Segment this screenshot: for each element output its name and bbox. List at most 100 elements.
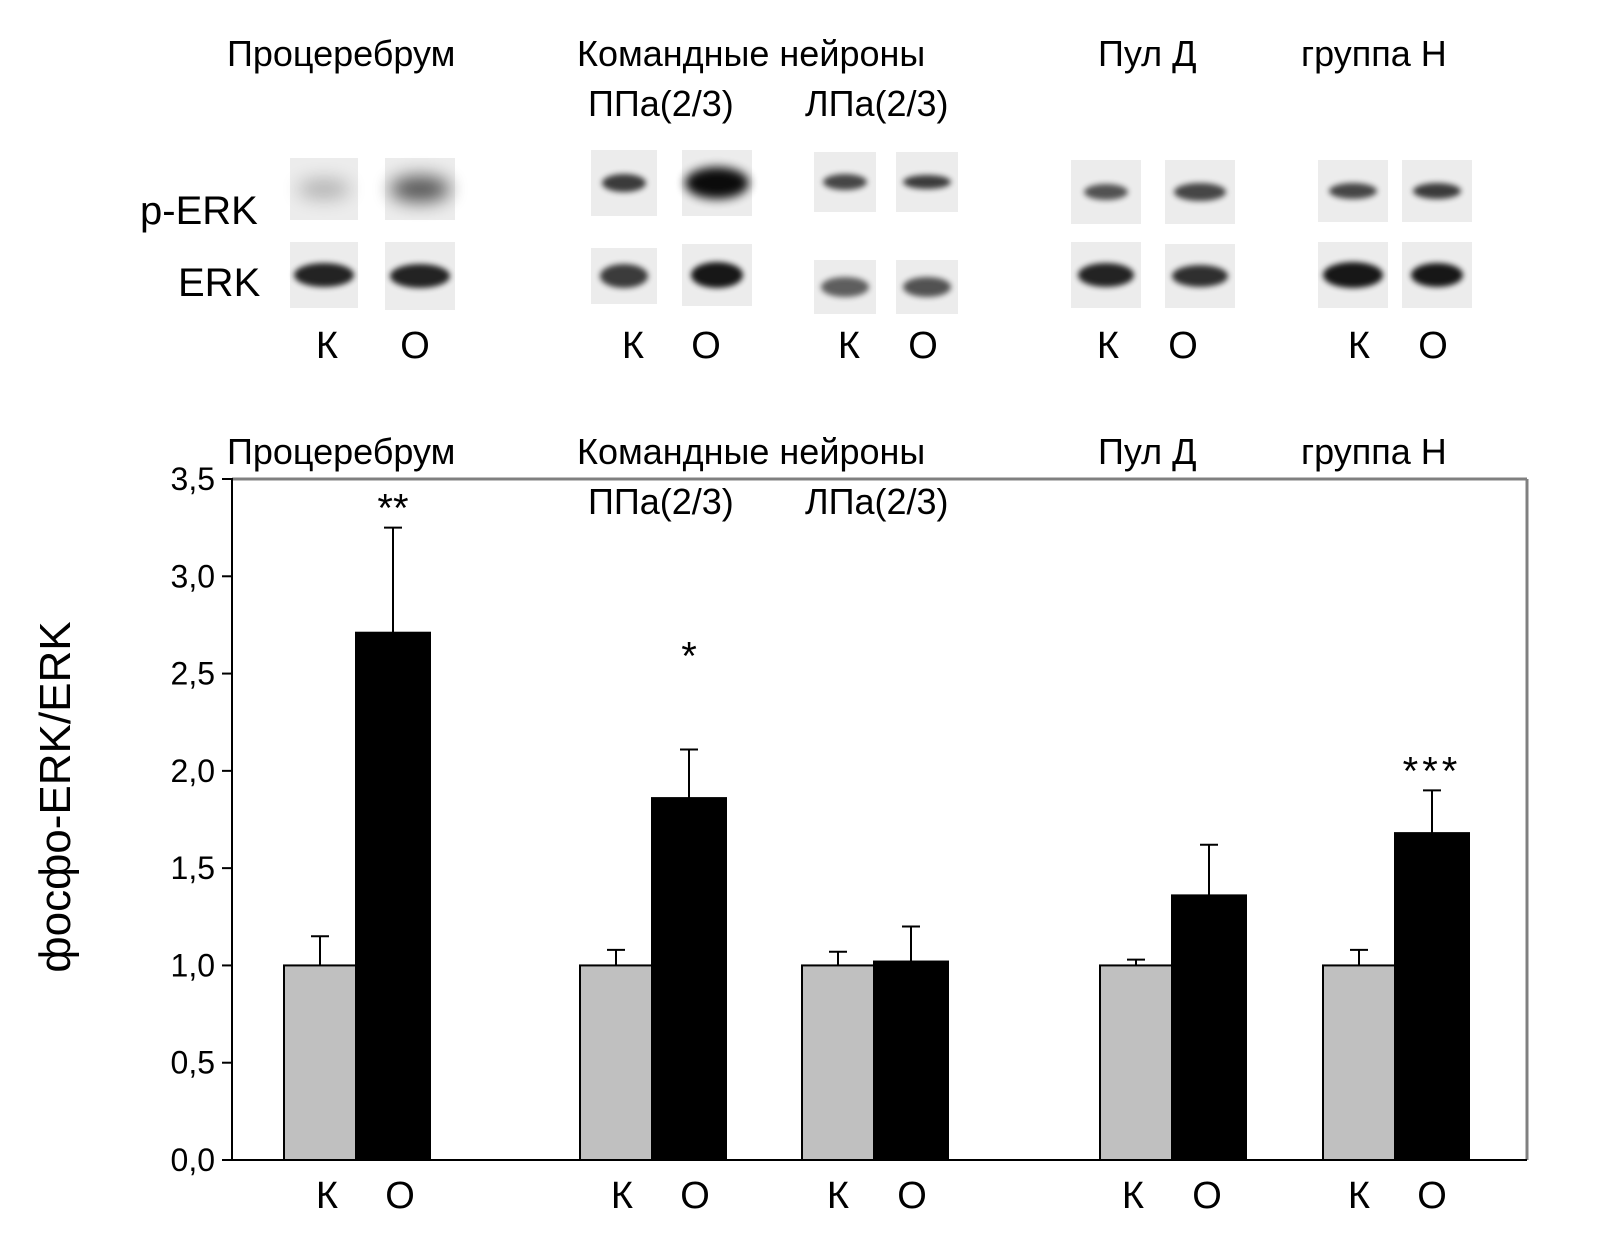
row-label-p-erk: p-ERK (140, 189, 258, 233)
y-tick-label: 0,0 (171, 1142, 215, 1178)
blot-subtitle-ppa: ППа(2/3) (588, 83, 734, 124)
blot-band (1084, 184, 1128, 200)
blot-band (903, 175, 951, 189)
y-axis-label: фосфо-ERK/ERK (31, 621, 80, 972)
x-tick-label: К (611, 1175, 633, 1217)
blot-lane-labels: К О К О К О К О К О (316, 325, 1448, 367)
row-label-erk: ERK (178, 261, 261, 305)
blot-tile (896, 260, 958, 314)
blot-band (294, 263, 354, 287)
y-tick-label: 0,5 (171, 1045, 215, 1081)
blot-band (691, 262, 743, 288)
blot-lane-label: К (1097, 325, 1119, 367)
blot-tile (290, 242, 358, 308)
blot-tile (814, 260, 876, 314)
blot-lane-label: К (622, 325, 644, 367)
bar (651, 797, 727, 1162)
blot-band (1172, 265, 1228, 287)
x-tick-label: О (897, 1175, 927, 1217)
blot-tile (1071, 160, 1141, 224)
blot-lane-label: К (838, 325, 860, 367)
blot-tile (591, 150, 657, 216)
blot-tile (1165, 160, 1235, 224)
blot-band (1411, 263, 1463, 287)
blot-tile (1318, 242, 1388, 308)
y-tick-label: 2,0 (171, 753, 215, 789)
x-tick-label: К (827, 1175, 849, 1217)
blot-lane-label: К (1348, 325, 1370, 367)
blot-tile (682, 150, 752, 216)
bar (1099, 964, 1173, 1162)
bar (283, 964, 357, 1162)
y-tick-label: 3,0 (171, 558, 215, 594)
blot-panel: Процеребрум Командные нейроны Пул Д груп… (140, 33, 1472, 367)
blot-tile (682, 244, 752, 306)
blot-band (903, 277, 951, 297)
x-tick-label: О (1417, 1175, 1447, 1217)
significance-marker: *** (1403, 749, 1462, 793)
blot-lane-label: О (400, 325, 430, 367)
chart-subtitle-lpa: ЛПа(2/3) (805, 481, 949, 522)
x-tick-label: О (385, 1175, 415, 1217)
chart-title-group-h: группа Н (1301, 431, 1447, 472)
blot-lane-label: О (1418, 325, 1448, 367)
blot-tile (591, 248, 657, 304)
bar (579, 964, 653, 1162)
x-tick-label: К (1122, 1175, 1144, 1217)
blot-tile (1318, 160, 1388, 222)
blot-band (298, 179, 350, 199)
blot-tile (290, 158, 358, 220)
blot-lane-label: К (316, 325, 338, 367)
blot-band (823, 174, 867, 190)
axes: 0,0 0,5 1,0 1,5 2,0 2,5 3,0 3,5 К О К О К О К О К О (171, 461, 1529, 1217)
blot-images (290, 150, 1472, 314)
bar (873, 960, 949, 1162)
chart-title-pool-d: Пул Д (1098, 431, 1196, 472)
chart-subtitle-ppa: ППа(2/3) (588, 481, 734, 522)
blot-lane-label: О (1168, 325, 1198, 367)
y-tick-label: 1,5 (171, 850, 215, 886)
y-tick-label: 3,5 (171, 461, 215, 497)
blot-title-procerebrum: Процеребрум (227, 33, 455, 74)
blot-band (390, 176, 450, 202)
blot-tile (1402, 160, 1472, 222)
blot-tile (896, 152, 958, 212)
x-tick-label: О (680, 1175, 710, 1217)
blot-tile (1165, 244, 1235, 308)
blot-band (600, 264, 648, 288)
blot-band (1329, 183, 1377, 199)
blot-tile (385, 242, 455, 310)
chart-title-command-neurons: Командные нейроны (577, 431, 925, 472)
bar (1394, 832, 1470, 1161)
blot-tile (385, 158, 455, 220)
bar (801, 964, 875, 1162)
blot-lane-label: О (691, 325, 721, 367)
y-tick-label: 1,0 (171, 947, 215, 983)
blot-band (1174, 183, 1226, 201)
blot-tile (1402, 242, 1472, 308)
blot-tile (814, 152, 876, 212)
blot-tile (1071, 242, 1141, 308)
blot-band (1413, 183, 1461, 199)
chart-title-procerebrum: Процеребрум (227, 431, 455, 472)
bar (1322, 964, 1396, 1162)
blot-band (602, 174, 646, 192)
blot-band (1323, 262, 1383, 288)
bar (1171, 894, 1247, 1162)
significance-marker: ** (377, 487, 408, 531)
blot-title-group-h: группа Н (1301, 33, 1447, 74)
blot-band (821, 277, 869, 297)
x-tick-label: К (1348, 1175, 1370, 1217)
bars: ****** (283, 487, 1470, 1162)
x-tick-label: К (316, 1175, 338, 1217)
blot-title-pool-d: Пул Д (1098, 33, 1196, 74)
blot-band (685, 167, 749, 199)
y-tick-label: 2,5 (171, 656, 215, 692)
blot-lane-label: О (908, 325, 938, 367)
blot-subtitle-lpa: ЛПа(2/3) (805, 83, 949, 124)
blot-band (390, 264, 450, 288)
bar (355, 631, 431, 1161)
significance-marker: * (681, 634, 697, 678)
blot-band (1078, 263, 1134, 287)
